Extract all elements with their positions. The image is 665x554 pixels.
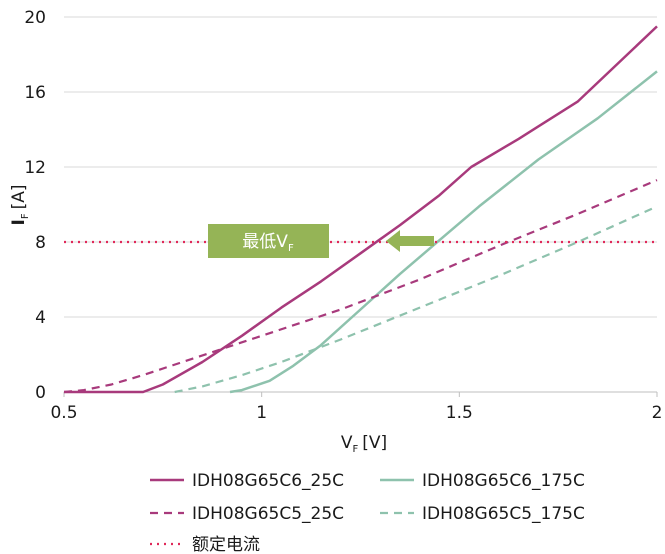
x-axis-label-unit: [V] [362, 433, 387, 453]
series-lines [63, 25, 658, 394]
min-vf-label: 最低VF [242, 232, 294, 254]
legend-label: IDH08G65C5_175C [422, 504, 585, 524]
axes: 0 4 8 12 16 20 0.5 1 1.5 2 [24, 8, 662, 423]
legend-label: IDH08G65C6_25C [192, 471, 344, 491]
min-vf-annotation: 最低VF [208, 224, 434, 258]
legend-label: IDH08G65C6_175C [422, 471, 585, 491]
y-tick-label: 0 [35, 383, 46, 403]
left-arrow-icon [386, 230, 434, 252]
series-line-IDH08G65C5_25C [63, 179, 658, 394]
min-vf-label-box [208, 224, 329, 258]
y-axis-label: IF [A] [9, 185, 31, 226]
legend-label: 额定电流 [192, 535, 260, 554]
legend-label: IDH08G65C5_25C [192, 504, 344, 524]
x-axis-label: VF [V] [341, 433, 387, 455]
y-tick-label: 12 [24, 158, 46, 178]
x-tick-label: 0.5 [50, 403, 77, 423]
y-tick-label: 16 [24, 83, 46, 103]
series-line-IDH08G65C6_175C [229, 70, 658, 394]
min-vf-label-main: 最低V [242, 232, 288, 252]
x-tick-label: 1 [256, 403, 267, 423]
y-tick-label: 8 [35, 233, 46, 253]
y-axis-label-sub: F [20, 213, 31, 219]
series-line-IDH08G65C5_175C [174, 205, 658, 394]
y-axis-label-main: I [9, 219, 29, 225]
series-line-IDH08G65C6_25C [64, 25, 658, 394]
min-vf-label-sub: F [288, 243, 294, 254]
x-axis-label-sub: F [352, 444, 358, 455]
y-axis-label-unit: [A] [9, 185, 29, 210]
x-tick-label: 1.5 [446, 403, 473, 423]
grid-lines [64, 16, 657, 318]
y-tick-label: 20 [24, 8, 46, 28]
y-tick-label: 4 [35, 308, 46, 328]
x-axis-label-main: V [341, 433, 353, 453]
legend: IDH08G65C6_25C IDH08G65C6_175C IDH08G65C5_… [150, 471, 585, 554]
x-tick-label: 2 [652, 403, 663, 423]
